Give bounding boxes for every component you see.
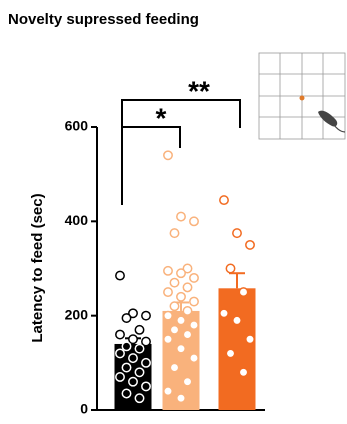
- data-point: [177, 269, 185, 277]
- data-point: [122, 342, 130, 350]
- data-point: [233, 316, 241, 324]
- y-tick-label: 0: [80, 401, 88, 417]
- data-point: [239, 288, 247, 296]
- data-point: [170, 363, 178, 371]
- data-point: [239, 368, 247, 376]
- bar: [219, 288, 256, 410]
- data-point: [129, 354, 137, 362]
- data-point: [164, 335, 172, 343]
- significance-bracket: [122, 100, 240, 205]
- data-point: [129, 378, 137, 386]
- data-point: [177, 394, 185, 402]
- data-point: [177, 344, 185, 352]
- data-point: [142, 311, 150, 319]
- data-point: [170, 302, 178, 310]
- data-point: [129, 335, 137, 343]
- data-point: [164, 387, 172, 395]
- data-point: [220, 196, 228, 204]
- data-point: [116, 330, 124, 338]
- data-point: [142, 337, 150, 345]
- data-point: [122, 314, 130, 322]
- data-point: [177, 293, 185, 301]
- data-point: [122, 363, 130, 371]
- data-point: [177, 212, 185, 220]
- data-point: [183, 283, 191, 291]
- significance-label: **: [188, 75, 210, 106]
- data-point: [170, 326, 178, 334]
- data-point: [190, 217, 198, 225]
- y-tick-label: 600: [65, 118, 89, 134]
- data-point: [220, 309, 228, 317]
- data-point: [177, 316, 185, 324]
- chart: Novelty supressed feeding Latency to fee…: [0, 0, 347, 419]
- chart-title: Novelty supressed feeding: [8, 11, 199, 28]
- data-point: [190, 354, 198, 362]
- data-point: [183, 378, 191, 386]
- data-point: [164, 311, 172, 319]
- data-point: [226, 264, 234, 272]
- data-point: [233, 229, 241, 237]
- significance-label: *: [156, 102, 167, 133]
- data-point: [226, 349, 234, 357]
- y-tick-label: 200: [65, 306, 89, 322]
- data-point: [116, 349, 124, 357]
- y-axis-label: Latency to feed (sec): [29, 193, 46, 342]
- data-point: [142, 382, 150, 390]
- data-point: [164, 267, 172, 275]
- data-point: [190, 274, 198, 282]
- data-point: [164, 288, 172, 296]
- data-point: [246, 241, 254, 249]
- data-point: [170, 229, 178, 237]
- data-point: [135, 344, 143, 352]
- data-point: [170, 278, 178, 286]
- data-point: [116, 373, 124, 381]
- inset-arena: [259, 53, 345, 139]
- page: Novelty supressed feeding Latency to fee…: [0, 0, 347, 424]
- data-point: [135, 394, 143, 402]
- y-tick-label: 400: [65, 212, 89, 228]
- data-point: [190, 321, 198, 329]
- data-point: [135, 326, 143, 334]
- data-point: [246, 335, 254, 343]
- data-point: [135, 368, 143, 376]
- data-point: [142, 359, 150, 367]
- data-point: [190, 297, 198, 305]
- data-point: [116, 271, 124, 279]
- data-point: [122, 389, 130, 397]
- data-point: [164, 151, 172, 159]
- data-point: [183, 330, 191, 338]
- data-point: [183, 307, 191, 315]
- significance-bracket: [122, 127, 180, 148]
